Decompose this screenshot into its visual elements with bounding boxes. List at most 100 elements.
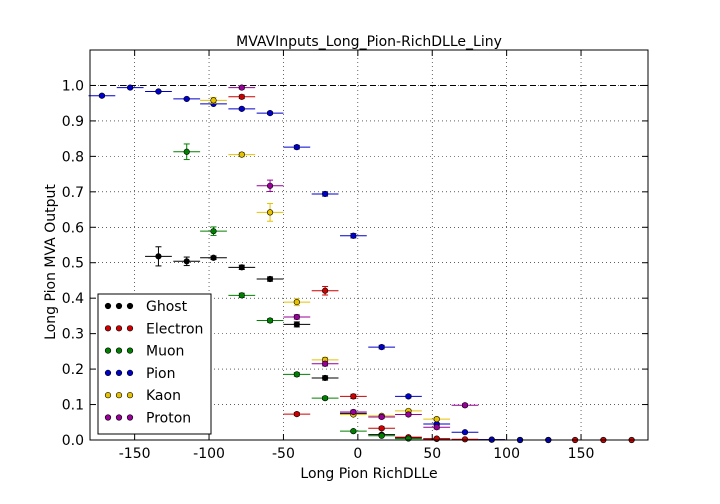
legend-marker-electron bbox=[115, 325, 123, 332]
pion-point bbox=[293, 144, 300, 151]
y-tick-label: 0.9 bbox=[62, 114, 84, 130]
legend-marker-kaon bbox=[104, 392, 112, 399]
ghost-point bbox=[266, 275, 274, 283]
legend-marker-kaon bbox=[126, 392, 134, 399]
pion-point bbox=[127, 84, 134, 91]
pion-point bbox=[461, 429, 469, 436]
pion-point bbox=[183, 95, 190, 103]
electron-point bbox=[461, 436, 469, 443]
x-tick-label: 0 bbox=[353, 446, 362, 462]
legend: Ghost Electron Muon Pion Kaon Proton bbox=[97, 293, 212, 435]
ghost-point bbox=[155, 253, 162, 260]
series-pion bbox=[88, 84, 562, 444]
muon-point bbox=[405, 435, 412, 442]
legend-marker-proton bbox=[126, 414, 134, 421]
ghost-point bbox=[322, 374, 329, 382]
kaon-point bbox=[238, 151, 245, 158]
kaon-point bbox=[433, 415, 440, 423]
ghost-point bbox=[183, 258, 190, 265]
proton-point bbox=[293, 313, 300, 321]
legend-marker-pion bbox=[126, 369, 134, 377]
proton-point bbox=[322, 360, 329, 367]
kaon-point bbox=[293, 298, 300, 306]
legend-label-proton: Proton bbox=[146, 411, 191, 427]
legend-marker-ghost bbox=[126, 302, 134, 310]
axis-ticks: -150 -100 -50 0 50 100 150 0.0 0.1 0.2 0.3 0.4 0.5 0.… bbox=[62, 50, 648, 462]
pion-point bbox=[405, 393, 412, 400]
y-tick-label: 0.3 bbox=[62, 327, 84, 343]
legend-marker-proton bbox=[104, 414, 112, 421]
y-tick-label: 1.0 bbox=[62, 78, 84, 94]
muon-point bbox=[238, 292, 245, 299]
ghost-point bbox=[210, 254, 217, 261]
x-tick-label: -100 bbox=[193, 446, 225, 462]
legend-label-ghost: Ghost bbox=[146, 299, 188, 315]
muon-point bbox=[378, 432, 385, 439]
electron-point bbox=[433, 435, 440, 442]
y-tick-label: 0.7 bbox=[62, 185, 84, 201]
ghost-point bbox=[293, 321, 300, 328]
x-axis-label: Long Pion RichDLLe bbox=[300, 466, 437, 482]
kaon-point bbox=[210, 97, 217, 104]
ghost-point bbox=[238, 264, 245, 271]
chart-title: MVAVInputs_Long_Pion-RichDLLe_Liny bbox=[236, 34, 502, 50]
legend-marker-pion bbox=[104, 369, 112, 377]
series-muon bbox=[173, 143, 422, 442]
legend-marker-kaon bbox=[115, 392, 123, 399]
muon-point bbox=[183, 148, 190, 155]
electron-point bbox=[322, 287, 329, 294]
pion-point bbox=[378, 344, 385, 351]
pion-point bbox=[350, 232, 357, 239]
electron-point bbox=[238, 93, 245, 100]
x-tick-label: -150 bbox=[119, 446, 151, 462]
proton-point bbox=[266, 182, 274, 189]
proton-point bbox=[238, 84, 245, 91]
y-tick-label: 0.8 bbox=[62, 149, 84, 165]
pion-point bbox=[155, 88, 162, 95]
plot-frame bbox=[89, 49, 649, 441]
legend-label-kaon: Kaon bbox=[146, 388, 181, 404]
y-tick-label: 0.1 bbox=[62, 398, 84, 414]
y-tick-label: 0.2 bbox=[62, 362, 84, 378]
proton-point bbox=[350, 408, 357, 416]
legend-marker-electron bbox=[126, 325, 134, 332]
pion-point bbox=[266, 110, 274, 117]
y-tick-label: 0.0 bbox=[62, 433, 84, 449]
y-tick-label: 0.5 bbox=[62, 256, 84, 272]
legend-marker-muon bbox=[126, 347, 134, 354]
grid bbox=[90, 50, 648, 441]
electron-point bbox=[293, 411, 300, 418]
muon-point bbox=[322, 395, 329, 402]
electron-point bbox=[350, 393, 357, 400]
proton-point bbox=[405, 411, 412, 418]
legend-label-electron: Electron bbox=[146, 321, 203, 337]
legend-label-pion: Pion bbox=[146, 366, 175, 382]
legend-marker-muon bbox=[115, 347, 123, 354]
legend-label-muon: Muon bbox=[146, 344, 184, 360]
muon-point bbox=[350, 428, 357, 435]
x-tick-label: -50 bbox=[272, 446, 295, 462]
legend-marker-muon bbox=[104, 347, 112, 354]
proton-point bbox=[378, 413, 385, 421]
series-layer bbox=[88, 84, 646, 444]
legend-marker-pion bbox=[115, 369, 123, 377]
muon-point bbox=[293, 371, 300, 378]
proton-point bbox=[461, 402, 469, 409]
legend-marker-ghost bbox=[104, 302, 112, 310]
series-proton bbox=[228, 84, 479, 431]
x-tick-label: 50 bbox=[423, 446, 441, 462]
kaon-point bbox=[266, 209, 274, 216]
y-tick-label: 0.6 bbox=[62, 220, 84, 236]
y-axis-label: Long Pion MVA Output bbox=[43, 184, 59, 340]
y-tick-label: 0.4 bbox=[62, 291, 84, 307]
electron-point bbox=[378, 425, 385, 432]
pion-point bbox=[322, 190, 329, 198]
legend-marker-electron bbox=[104, 325, 112, 332]
muon-point bbox=[266, 317, 274, 324]
x-tick-label: 150 bbox=[568, 446, 595, 462]
proton-point bbox=[433, 424, 440, 431]
pion-point bbox=[238, 105, 245, 112]
x-tick-label: 100 bbox=[493, 446, 520, 462]
pion-point bbox=[98, 92, 106, 99]
